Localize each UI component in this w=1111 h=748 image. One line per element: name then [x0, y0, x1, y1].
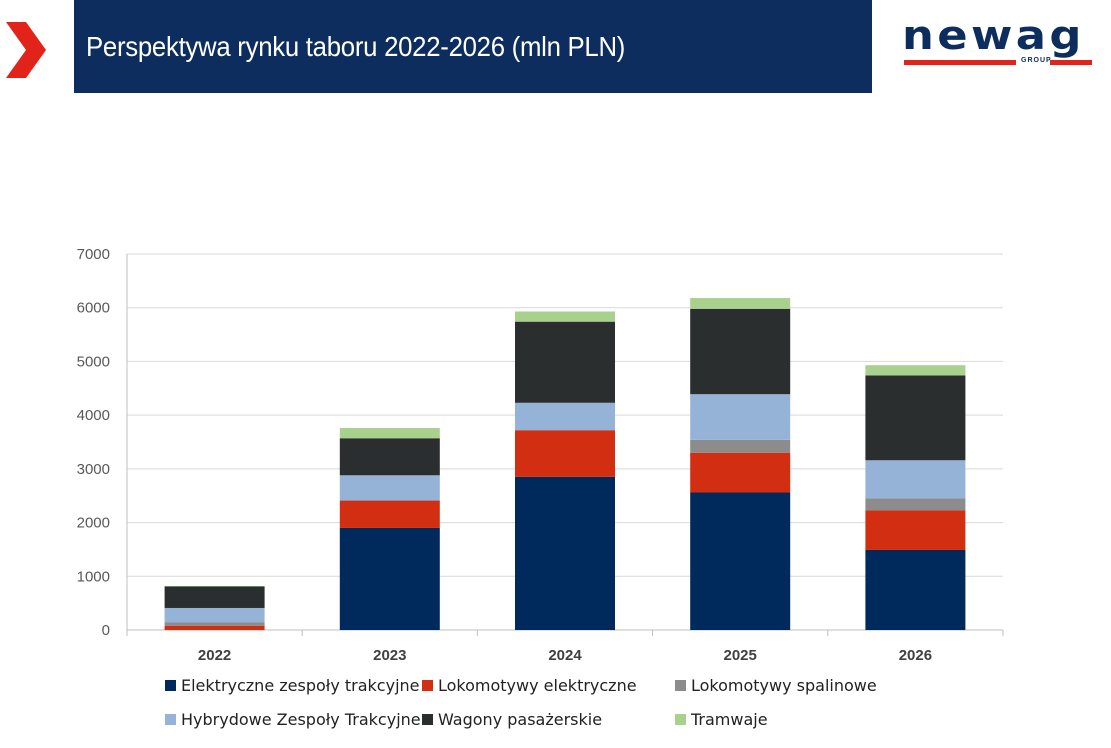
y-tick-label: 2000: [77, 515, 110, 532]
x-tick-label: 2023: [373, 647, 406, 664]
legend-swatch: [675, 714, 686, 725]
bar-segment: [690, 298, 791, 309]
y-tick-label: 3000: [77, 461, 110, 478]
legend-label: Tramwaje: [691, 710, 768, 729]
bar-segment: [865, 549, 966, 630]
bar-segment: [339, 527, 440, 630]
bar-segment: [515, 476, 615, 630]
legend-label: Elektryczne zespoły trakcyjne: [181, 676, 420, 695]
bar-segment: [339, 475, 440, 501]
chevron-arrow-icon: [6, 22, 46, 78]
x-tick-label: 2022: [198, 647, 231, 664]
legend-item: Wagony pasażerskie: [422, 710, 602, 729]
bar-segment: [164, 586, 265, 608]
legend-swatch: [422, 714, 433, 725]
bar-segment: [339, 438, 440, 476]
bar-segment: [690, 492, 791, 630]
bar-segment: [164, 625, 265, 630]
bar-segment: [690, 394, 791, 440]
bar-segment: [690, 439, 791, 453]
y-tick-label: 6000: [77, 300, 110, 317]
newag-logo: newag GROUP: [900, 14, 1096, 70]
legend-swatch: [675, 680, 686, 691]
legend-item: Hybrydowe Zespoły Trakcyjne: [165, 710, 421, 729]
legend-label: Lokomotywy elektryczne: [438, 676, 637, 695]
bar-segment: [865, 498, 966, 511]
legend-label: Wagony pasażerskie: [438, 710, 603, 729]
bar-segment: [515, 402, 615, 431]
bar-segment: [515, 311, 615, 322]
legend-label: Lokomotywy spalinowe: [691, 676, 877, 695]
bar-segment: [690, 452, 791, 493]
logo-subtitle: GROUP: [1021, 57, 1052, 64]
bar-segment: [515, 430, 615, 477]
x-tick-label: 2024: [548, 647, 582, 664]
y-tick-label: 5000: [77, 353, 110, 370]
y-tick-label: 7000: [77, 246, 110, 263]
legend-label: Hybrydowe Zespoły Trakcyjne: [181, 710, 421, 729]
bar-segment: [164, 622, 265, 626]
y-tick-label: 0: [102, 622, 110, 639]
bar-segment: [865, 460, 966, 499]
title-bar: Perspektywa rynku taboru 2022-2026 (mln …: [74, 0, 872, 93]
y-tick-label: 1000: [77, 568, 110, 585]
logo-word: newag: [902, 13, 1085, 59]
x-tick-label: 2025: [724, 647, 757, 664]
bar-segment: [164, 585, 265, 587]
x-tick-label: 2026: [899, 647, 932, 664]
legend-swatch: [422, 680, 433, 691]
bar-segment: [865, 510, 966, 550]
bar-segment: [690, 308, 791, 395]
legend-swatch: [165, 714, 176, 725]
legend-item: Elektryczne zespoły trakcyjne: [165, 676, 420, 695]
legend-item: Lokomotywy elektryczne: [422, 676, 637, 695]
bar-segment: [865, 375, 966, 461]
legend-item: Lokomotywy spalinowe: [675, 676, 877, 695]
legend-item: Tramwaje: [675, 710, 768, 729]
bar-segment: [339, 500, 440, 528]
y-tick-label: 4000: [77, 407, 110, 424]
legend-swatch: [165, 680, 176, 691]
logo-underline-right: [1050, 60, 1092, 65]
bar-segment: [164, 607, 265, 623]
bar-segment: [865, 365, 966, 376]
bar-segment: [515, 321, 615, 403]
logo-underline-left: [904, 60, 1016, 65]
bar-segment: [339, 428, 440, 439]
page-title: Perspektywa rynku taboru 2022-2026 (mln …: [86, 30, 626, 62]
